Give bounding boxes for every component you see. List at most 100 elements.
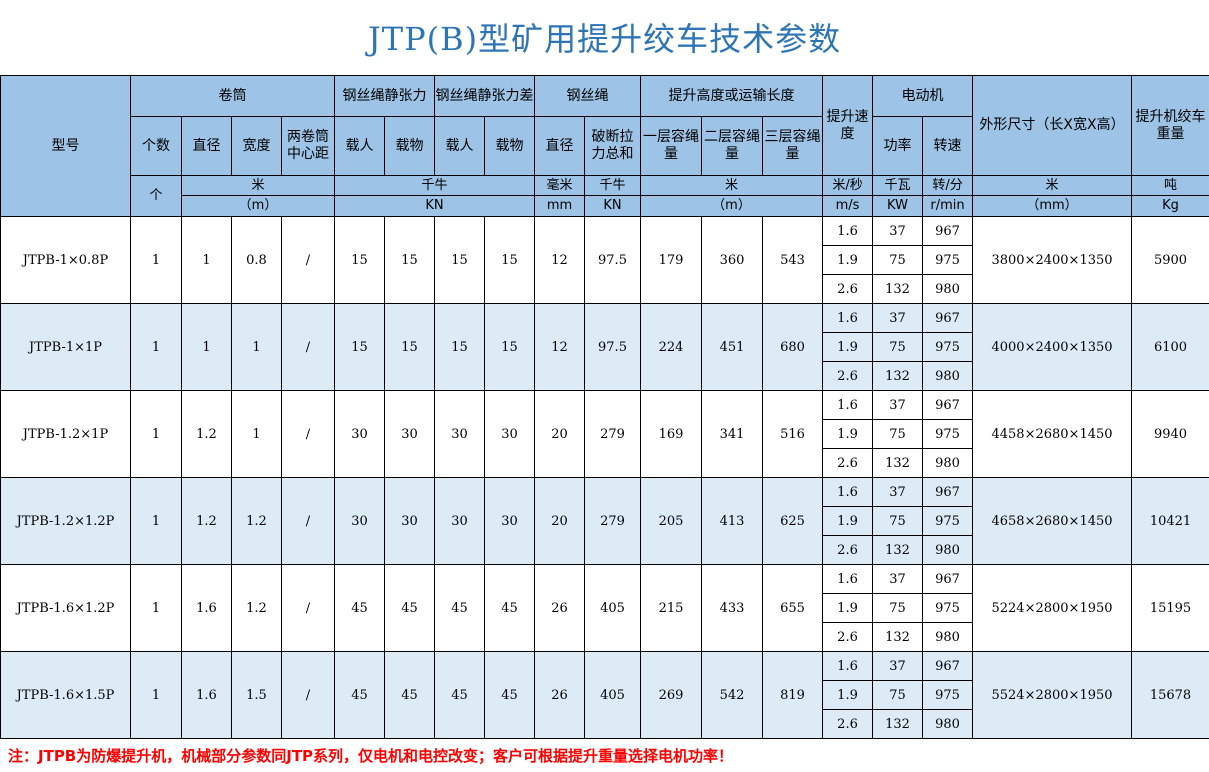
cell-width: 0.8 [231,216,282,304]
cell-l1: 15 [384,303,435,391]
cell-layer1: 205 [640,477,702,565]
cell-p2: 30 [434,477,485,565]
cell-speed: 2.6 [822,709,874,739]
cell-count: 1 [130,390,182,478]
header-rope-tension-diff: 钢丝绳静张力差 [434,75,535,117]
unit-height: 米 [639,175,824,196]
cell-power: 37 [872,390,924,420]
cell-layer1: 169 [640,390,702,478]
cell-rpm: 975 [922,419,974,449]
header-rpm: 转速 [922,116,974,176]
cell-center: / [281,216,335,304]
cell-diameter: 1.2 [181,390,232,478]
cell-p2: 45 [434,651,485,739]
cell-l2: 45 [484,564,535,652]
cell-power: 37 [872,564,924,594]
unit-mm: 毫米 [534,175,585,196]
cell-power: 132 [872,361,924,391]
header-count: 个数 [130,116,182,176]
cell-speed: 1.9 [822,680,874,710]
cell-model: JTPB-1.6×1.5P [0,651,131,739]
header-layer1: 一层容绳量 [640,116,702,176]
cell-l2: 45 [484,651,535,739]
cell-center: / [281,477,335,565]
cell-rope-dia: 20 [534,390,585,478]
cell-speed: 1.6 [822,303,874,333]
cell-power: 132 [872,448,924,478]
cell-rpm: 967 [922,216,974,246]
cell-layer3: 543 [761,216,824,304]
cell-width: 1 [231,303,282,391]
cell-rpm: 975 [922,680,974,710]
cell-count: 1 [130,651,182,739]
header-rope-dia: 直径 [534,116,585,176]
cell-speed: 2.6 [822,448,874,478]
cell-speed: 1.6 [822,564,874,594]
cell-speed: 1.9 [822,332,874,362]
cell-weight: 6100 [1131,303,1209,391]
cell-p2: 30 [434,390,485,478]
header-power: 功率 [872,116,924,176]
cell-speed: 1.9 [822,419,874,449]
cell-layer3: 819 [761,651,824,739]
cell-l1: 45 [384,564,435,652]
header-load2: 载物 [484,116,535,176]
cell-speed: 1.9 [822,245,874,275]
cell-rpm: 967 [922,651,974,681]
cell-l1: 45 [384,651,435,739]
unit-dims-en: （mm） [972,195,1133,217]
cell-layer3: 680 [761,303,824,391]
cell-l1: 30 [384,477,435,565]
cell-p1: 15 [334,216,385,304]
cell-p2: 15 [434,303,485,391]
cell-power: 132 [872,709,924,739]
unit-m-en: （m） [181,195,335,217]
header-break: 破断拉力总和 [584,116,641,176]
unit-height-en: （m） [639,195,824,217]
cell-power: 37 [872,477,924,507]
cell-width: 1.2 [231,477,282,565]
table-body: JTPB-1×0.8P 1 1 0.8/15 15 15 15 12 97.5 179 360 543… [0,216,1209,739]
cell-rope-dia: 26 [534,564,585,652]
cell-width: 1.2 [231,564,282,652]
unit-weight: 吨 [1131,175,1209,196]
table-row: 1.9 75 975 [1,593,1209,623]
table-row: 2.6 132 980 [1,361,1209,391]
header-center: 两卷筒中心距 [281,116,335,176]
cell-rpm: 980 [922,274,974,304]
cell-count: 1 [130,477,182,565]
cell-dims: 4658×2680×1450 [972,477,1133,565]
cell-p1: 30 [334,477,385,565]
unit-rpm: 转/分 [922,175,974,196]
unit-weight-en: Kg [1131,195,1209,217]
cell-rpm: 980 [922,448,974,478]
cell-speed: 1.9 [822,506,874,536]
cell-p1: 15 [334,303,385,391]
cell-l2: 15 [484,303,535,391]
unit-kn: 千牛 [334,175,535,196]
cell-speed: 1.6 [822,390,874,420]
cell-model: JTPB-1.2×1.2P [0,477,131,565]
cell-layer1: 224 [640,303,702,391]
cell-break: 279 [584,390,641,478]
unit-kn-en: KN [334,195,535,217]
cell-weight: 15678 [1131,651,1209,739]
table-row: JTPB-1×1P 1 1 1/15 15 15 15 12 97.5 224 451 680 1.6 3… [0,303,1209,391]
cell-p2: 45 [434,564,485,652]
cell-power: 37 [872,651,924,681]
header-person2: 载人 [434,116,485,176]
cell-weight: 15195 [1131,564,1209,652]
table-row: 2.6 132 980 [1,709,1209,739]
cell-speed: 2.6 [822,622,874,652]
unit-mm-en: mm [534,195,585,217]
table-row: 1.9 75 975 [1,419,1209,449]
cell-rpm: 967 [922,564,974,594]
cell-dims: 3800×2400×1350 [972,216,1133,304]
table-row: JTPB-1.2×1P 1 1.2 1/30 30 30 30 20 279 169 341 516 1… [0,390,1209,478]
cell-power: 75 [872,245,924,275]
cell-speed: 2.6 [822,535,874,565]
page-title: JTP(B)型矿用提升绞车技术参数 [367,20,842,58]
cell-rope-dia: 12 [534,216,585,304]
unit-kn2: 千牛 [584,175,641,196]
unit-speed: 米/秒 [822,175,874,196]
